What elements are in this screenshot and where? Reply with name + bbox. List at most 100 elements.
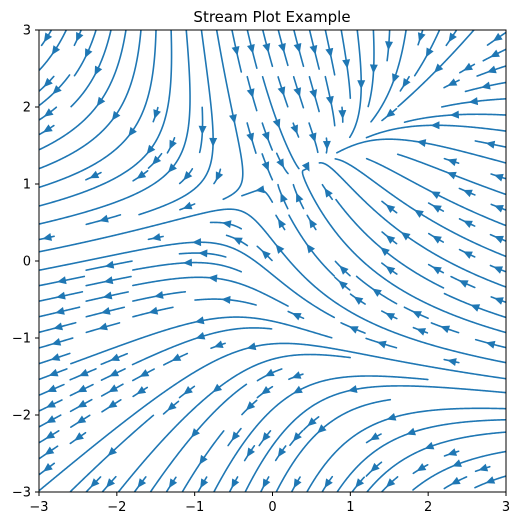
streamlines xyxy=(39,30,506,492)
streamline-arrow xyxy=(277,86,286,97)
streamline-arrow xyxy=(247,44,255,54)
streamline-arrow xyxy=(485,476,496,484)
streamline-arrow xyxy=(309,218,318,229)
streamline-arrow xyxy=(194,316,205,325)
x-tick-label: 2 xyxy=(424,500,432,515)
streamline-arrow xyxy=(209,137,218,147)
y-tick-label: 0 xyxy=(23,255,31,270)
streamline-arrow xyxy=(52,85,62,95)
streamline-arrow xyxy=(111,110,121,121)
streamline-arrow xyxy=(301,161,310,172)
streamline-arrow xyxy=(293,385,303,394)
streamline xyxy=(70,316,333,365)
streamline-arrow xyxy=(385,312,396,321)
streamline-arrow xyxy=(109,368,120,377)
x-tick-label: 1 xyxy=(346,500,354,515)
streamline-arrow xyxy=(89,170,100,179)
streamline xyxy=(39,30,127,151)
streamline-arrow xyxy=(84,48,93,59)
streamline-arrow xyxy=(385,41,394,51)
streamline-arrow xyxy=(447,448,458,456)
streamline-arrow xyxy=(55,306,65,315)
streamline-arrow xyxy=(380,247,390,257)
streamline-arrow xyxy=(199,454,208,465)
streamline-arrow xyxy=(45,430,56,439)
streamline-arrow xyxy=(494,205,504,213)
streamline-arrow xyxy=(355,478,365,488)
streamline-arrow xyxy=(103,276,114,285)
streamline-arrow xyxy=(447,358,457,366)
streamline xyxy=(39,342,506,492)
streamline-arrow xyxy=(276,158,285,169)
chart-title: Stream Plot Example xyxy=(193,8,350,26)
streamline-arrow xyxy=(154,291,164,299)
streamline-arrow xyxy=(432,204,442,213)
streamline-arrow xyxy=(50,353,61,361)
streamline-arrow xyxy=(417,32,426,42)
streamline-arrow xyxy=(261,131,270,142)
y-tick-label: −1 xyxy=(12,332,31,347)
streamline-arrow xyxy=(425,47,434,58)
streamline-arrow xyxy=(231,45,240,56)
streamline-arrow xyxy=(492,32,503,42)
streamline-arrow xyxy=(246,88,255,99)
streamline-arrow xyxy=(74,432,84,441)
streamline-arrow xyxy=(348,326,359,334)
streamline-arrow xyxy=(42,233,53,241)
streamline-arrow xyxy=(106,478,116,488)
x-tick-label: 3 xyxy=(502,500,510,515)
streamline-arrow xyxy=(46,400,56,408)
streamline-arrow xyxy=(43,32,53,43)
streamline xyxy=(39,30,191,225)
streamline-arrow xyxy=(416,328,426,336)
streamline-arrow xyxy=(43,108,54,117)
streamline-arrow xyxy=(78,368,89,377)
streamline-arrow xyxy=(57,276,67,285)
x-tick-label: −3 xyxy=(29,500,48,515)
streamline-arrow xyxy=(430,121,440,130)
streamline-arrow xyxy=(317,424,327,434)
streamline-arrow xyxy=(167,401,177,411)
streamline-arrow xyxy=(77,399,88,408)
streamline-arrow xyxy=(264,368,275,377)
streamline-arrow xyxy=(481,81,491,90)
streamline-arrow xyxy=(338,109,347,120)
y-tick-label: −2 xyxy=(12,409,31,424)
streamline-arrow xyxy=(308,132,317,143)
streamline-arrow xyxy=(44,446,55,455)
streamline-arrow xyxy=(46,415,56,424)
streamline-arrow xyxy=(376,340,387,349)
streamline-arrow xyxy=(246,447,255,458)
streamline-arrow xyxy=(278,43,286,53)
streamline-arrow xyxy=(261,432,271,442)
streamline-arrow xyxy=(463,251,473,259)
streamline-arrow xyxy=(385,108,396,118)
streamline-arrow xyxy=(53,322,63,331)
streamline-arrow xyxy=(338,280,348,290)
streamline-arrow xyxy=(357,80,366,90)
streamline-arrow xyxy=(446,171,457,180)
y-tick-label: 2 xyxy=(23,101,31,116)
streamline-arrow xyxy=(293,478,302,489)
streamline-arrow xyxy=(277,218,287,229)
streamline-arrow xyxy=(104,260,115,269)
streamline-arrow xyxy=(169,139,177,150)
streamline xyxy=(334,158,506,258)
streamline-arrow xyxy=(96,96,106,107)
streamline-arrow xyxy=(56,291,66,300)
streamline-arrow xyxy=(198,249,208,258)
streamline-arrow xyxy=(470,304,481,312)
streamline-arrow xyxy=(277,447,287,458)
streamline xyxy=(39,208,506,364)
streamline-arrow xyxy=(262,43,271,53)
streamline-arrow xyxy=(432,235,442,244)
streamline-arrow xyxy=(385,204,396,214)
streamline xyxy=(335,198,445,289)
streamline-arrow xyxy=(293,87,302,98)
streamline-arrow xyxy=(198,125,207,135)
streamline-arrow xyxy=(280,192,288,203)
streamline-arrow xyxy=(309,89,318,99)
streamline-arrow xyxy=(275,244,285,254)
y-tick-label: 3 xyxy=(23,24,31,39)
